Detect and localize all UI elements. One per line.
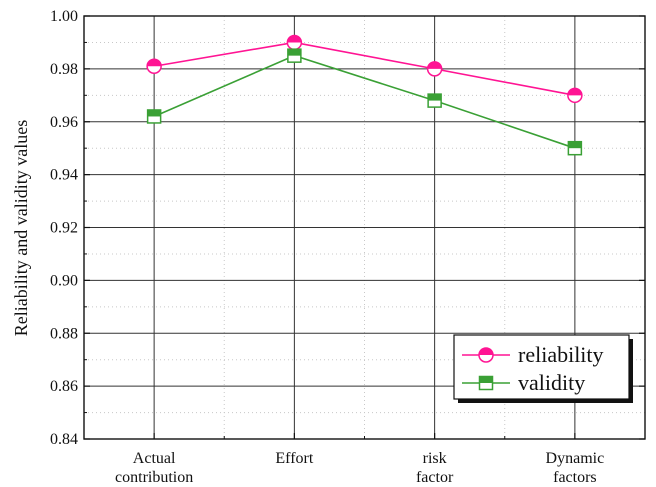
x-tick-label-line: Dynamic	[546, 450, 605, 467]
data-point-reliability	[567, 87, 583, 104]
x-tick-label-line: factors	[553, 469, 597, 486]
x-tick-label: Effort	[275, 450, 313, 467]
marker-fill	[568, 141, 582, 149]
marker-fill	[287, 35, 302, 43]
y-tick-label: 0.94	[50, 167, 78, 184]
series-layer	[146, 34, 583, 156]
y-tick-label: 0.92	[50, 220, 78, 237]
data-point-validity	[427, 93, 442, 108]
legend-label: reliability	[518, 342, 604, 367]
marker-fill	[147, 59, 162, 67]
x-tick-label: Dynamic factors	[546, 450, 605, 486]
series-line-validity	[153, 54, 576, 149]
legend: reliability validity	[453, 334, 633, 403]
marker-fill	[147, 109, 161, 117]
x-tick-label-line: factor	[416, 469, 454, 486]
y-tick-label: 0.88	[50, 325, 78, 342]
x-tick-label: risk factor	[416, 450, 454, 486]
marker-fill	[428, 94, 442, 101]
series-line-reliability	[153, 41, 576, 97]
x-tick-label: Actual contribution	[115, 450, 193, 486]
legend-swatch-marker	[478, 375, 494, 391]
legend-swatch-marker	[478, 347, 494, 363]
data-point-validity	[146, 109, 162, 124]
data-point-reliability	[286, 34, 303, 51]
series-validity	[146, 48, 583, 156]
x-tick-label-line: Actual	[133, 450, 176, 467]
data-point-reliability	[426, 61, 443, 77]
data-point-validity	[287, 48, 302, 63]
x-tick-label-line: risk	[423, 450, 447, 467]
x-tick-label-line: Effort	[275, 450, 313, 467]
marker-fill	[567, 88, 582, 96]
x-tick-label-line: contribution	[115, 469, 193, 486]
y-tick-label: 0.86	[50, 378, 78, 395]
marker-fill	[427, 61, 442, 69]
data-point-reliability	[146, 58, 162, 74]
y-axis-title: Reliability and validity values	[11, 120, 31, 336]
marker-fill	[479, 348, 493, 355]
y-tick-label: 0.90	[50, 272, 78, 289]
x-axis-ticks: Actual contribution Effort risk factor Dynami…	[83, 433, 646, 486]
y-axis-ticks: 0.84 0.86 0.88 0.90 0.92 0.94 0.96 0.98 1.00	[50, 8, 645, 448]
marker-fill	[479, 376, 493, 383]
data-point-validity	[567, 140, 583, 156]
legend-item-validity: validity	[462, 370, 585, 395]
marker-fill	[287, 49, 301, 56]
legend-label: validity	[518, 370, 585, 395]
legend-item-reliability: reliability	[462, 342, 604, 367]
y-tick-label: 0.96	[50, 114, 78, 131]
y-tick-label: 0.84	[50, 431, 78, 448]
y-tick-label: 0.98	[50, 61, 78, 78]
y-tick-label: 1.00	[50, 8, 78, 25]
